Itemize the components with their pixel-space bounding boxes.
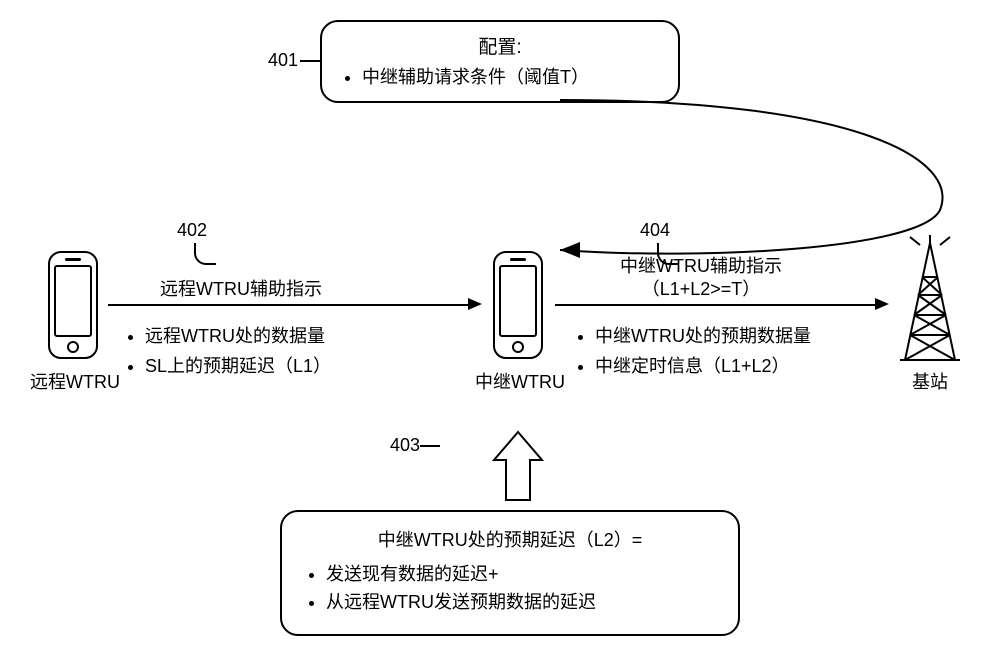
latency-box: 中继WTRU处的预期延迟（L2）= 发送现有数据的延迟+ 从远程WTRU发送预期… — [280, 510, 740, 636]
arrow-left-bullet-1: 远程WTRU处的数据量 — [145, 322, 331, 348]
latency-to-relay-arrow-icon — [490, 430, 546, 506]
arrow-right-bullet-2: 中继定时信息（L1+L2） — [595, 352, 811, 378]
arrow-right-title-line1: 中继WTRU辅助指示 — [620, 256, 782, 276]
ref-402-tick — [194, 243, 216, 265]
arrow-relay-to-bs-head — [875, 298, 889, 310]
remote-wtru-label: 远程WTRU — [20, 368, 130, 394]
arrow-right-bullets: 中继WTRU处的预期数据量 中继定时信息（L1+L2） — [575, 318, 811, 382]
arrow-left-bullet-2: SL上的预期延迟（L1） — [145, 352, 331, 378]
arrow-left-title: 远程WTRU辅助指示 — [160, 275, 322, 301]
ref-401: 401 — [268, 50, 298, 71]
relay-wtru-label: 中继WTRU — [465, 368, 575, 394]
arrow-remote-to-relay-head — [468, 298, 482, 310]
config-box-title: 配置: — [342, 32, 658, 59]
relay-wtru-phone-icon — [490, 250, 546, 360]
ref-404-tick — [657, 243, 679, 265]
arrow-left-bullets: 远程WTRU处的数据量 SL上的预期延迟（L1） — [125, 318, 331, 382]
remote-wtru-phone-icon — [45, 250, 101, 360]
ref-403: 403 — [390, 435, 420, 456]
base-station-label: 基站 — [895, 368, 965, 394]
ref-404: 404 — [640, 220, 670, 241]
ref-403-connector — [420, 445, 440, 447]
ref-401-connector — [300, 60, 320, 62]
base-station-tower-icon — [895, 235, 965, 365]
arrow-remote-to-relay — [108, 304, 470, 306]
latency-box-bullet-2: 从远程WTRU发送预期数据的延迟 — [326, 588, 714, 614]
arrow-right-title: 中继WTRU辅助指示 （L1+L2>=T） — [620, 255, 782, 300]
ref-402: 402 — [177, 220, 207, 241]
arrow-relay-to-bs — [555, 304, 877, 306]
arrow-right-title-line2: （L1+L2>=T） — [642, 279, 761, 299]
arrow-right-bullet-1: 中继WTRU处的预期数据量 — [595, 322, 811, 348]
latency-box-bullet-1: 发送现有数据的延迟+ — [326, 560, 714, 586]
latency-box-title: 中继WTRU处的预期延迟（L2）= — [306, 526, 714, 552]
